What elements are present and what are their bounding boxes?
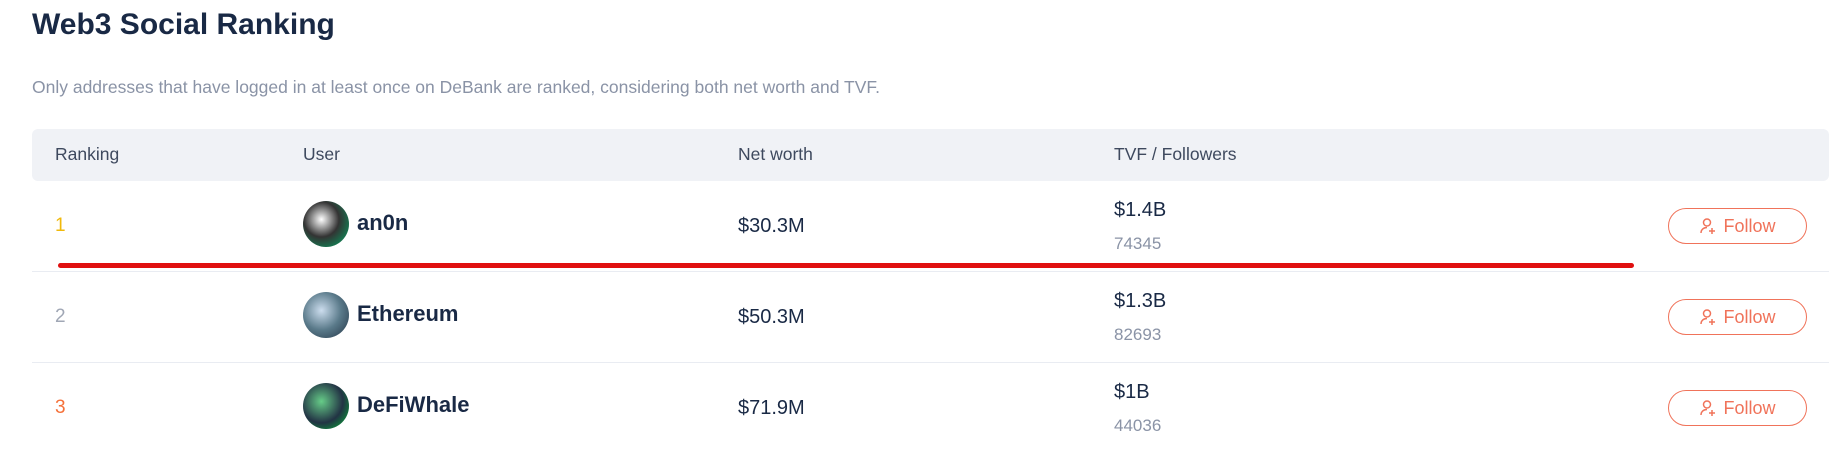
table-row <box>32 363 1829 454</box>
annotation-underline <box>58 263 1634 268</box>
follow-icon <box>1700 400 1716 416</box>
followers: 82693 <box>1114 325 1162 344</box>
avatar <box>303 383 349 429</box>
follow-button[interactable]: Follow <box>1668 299 1807 335</box>
follow-icon <box>1700 218 1716 234</box>
followers: 44036 <box>1114 416 1162 435</box>
column-header: User <box>303 144 340 164</box>
net-worth: $30.3M <box>738 215 805 237</box>
tvf: $1.4B <box>1114 199 1167 221</box>
column-header: TVF / Followers <box>1114 144 1237 164</box>
row-separator <box>32 271 1829 272</box>
column-header: Net worth <box>738 144 813 164</box>
row-separator <box>32 362 1829 363</box>
user-name: DeFiWhale <box>357 392 470 417</box>
tvf: $1.3B <box>1114 290 1167 312</box>
follow-label: Follow <box>1723 306 1776 327</box>
follow-label: Follow <box>1723 397 1776 418</box>
avatar <box>303 201 349 247</box>
rank: 1 <box>55 215 66 236</box>
rank: 3 <box>55 397 66 418</box>
user-name: an0n <box>357 210 409 235</box>
page-title: Web3 Social Ranking <box>32 8 335 41</box>
table-row <box>32 272 1829 363</box>
follow-button[interactable]: Follow <box>1668 208 1807 244</box>
avatar <box>303 292 349 338</box>
column-header: Ranking <box>55 144 120 164</box>
follow-label: Follow <box>1723 215 1776 236</box>
tvf: $1B <box>1114 381 1150 403</box>
page-subtitle: Only addresses that have logged in at le… <box>32 77 880 97</box>
net-worth: $50.3M <box>738 306 805 328</box>
table-header <box>32 129 1829 181</box>
followers: 74345 <box>1114 234 1162 253</box>
follow-icon <box>1700 309 1716 325</box>
table-row <box>32 181 1829 272</box>
rank: 2 <box>55 306 66 327</box>
user-name: Ethereum <box>357 301 459 326</box>
follow-button[interactable]: Follow <box>1668 390 1807 426</box>
net-worth: $71.9M <box>738 397 805 419</box>
